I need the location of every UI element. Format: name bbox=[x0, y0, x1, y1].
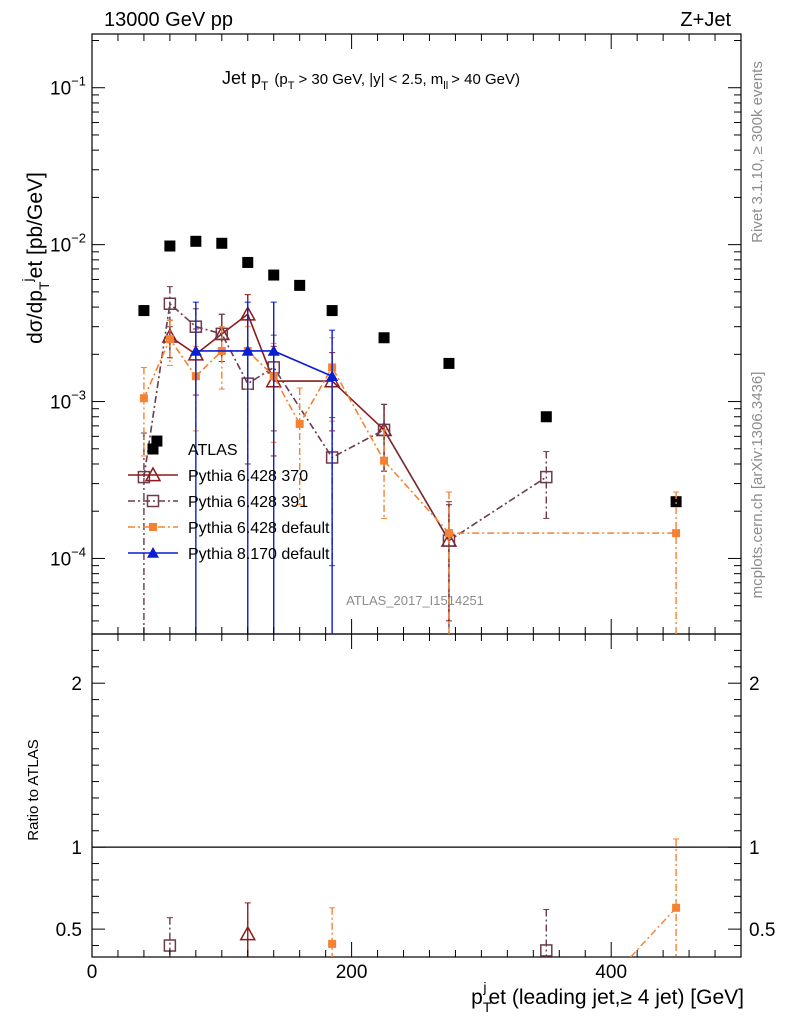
ratio-y-tick-label-right: 2 bbox=[749, 674, 760, 695]
title-cut2-sub: ll bbox=[443, 80, 448, 92]
atlas-point bbox=[242, 256, 254, 268]
plot-title: Jet pT (pT > 30 GeV, |y| < 2.5, mll > 40 Ge… bbox=[222, 68, 520, 93]
ylabel-sub: T bbox=[36, 281, 52, 290]
p8def-line bbox=[195, 350, 333, 377]
legend-p8def-label: Pythia 8.170 default bbox=[188, 546, 330, 563]
legend-p6def-marker bbox=[149, 523, 157, 531]
x-tick-label: 400 bbox=[595, 962, 627, 983]
ratio-series bbox=[163, 838, 681, 958]
atlas-point bbox=[190, 235, 202, 247]
y-tick-label-exp: −3 bbox=[71, 388, 86, 403]
p370-ratio-point bbox=[239, 925, 257, 941]
y-tick-label-exp: −1 bbox=[71, 74, 86, 89]
y-tick-label: 10−4 bbox=[50, 544, 86, 570]
y-tick-label: 10−1 bbox=[50, 74, 86, 100]
header-left: 13000 GeV pp bbox=[104, 9, 233, 31]
ratio-y-tick-label: 1 bbox=[71, 838, 82, 859]
y-tick-label-base: 10 bbox=[50, 393, 71, 414]
atlas-point bbox=[164, 240, 176, 252]
atlas-point bbox=[294, 279, 306, 291]
title-main-sub: T bbox=[261, 79, 269, 93]
p6def-point bbox=[295, 419, 304, 428]
legend-p8def-marker bbox=[147, 547, 159, 558]
p6def-point bbox=[139, 394, 148, 403]
x-tick-label: 0 bbox=[87, 962, 98, 983]
xlabel-rest: et (leading jet,≥ 4 jet) [GeV] bbox=[489, 986, 745, 1009]
p8def-point bbox=[326, 370, 339, 382]
xlabel-sup: j bbox=[482, 979, 486, 995]
y-tick-label-base: 10 bbox=[50, 236, 71, 257]
y-tick-label-exp: −4 bbox=[71, 544, 86, 559]
title-cut1: (p bbox=[274, 71, 287, 88]
p6def-line bbox=[143, 337, 677, 534]
p391-point bbox=[137, 470, 151, 484]
p8def-point bbox=[241, 344, 254, 356]
ratio-panel-frame bbox=[91, 633, 742, 958]
xlabel-p: p bbox=[471, 986, 483, 1009]
y-axis-label: dσ/dpTjet [pb/GeV] bbox=[19, 172, 52, 344]
legend-p6def-label: Pythia 6.428 default bbox=[188, 520, 330, 537]
x-axis-label: pTjet (leading jet,≥ 4 jet) [GeV] bbox=[471, 979, 744, 1015]
data-series bbox=[137, 235, 682, 634]
analysis-watermark: ATLAS_2017_I1514251 bbox=[346, 593, 484, 608]
y-tick-label: 10−2 bbox=[50, 231, 86, 257]
legend: ATLAS Pythia 6.428 370 Pythia 6.428 391 Pyt… bbox=[128, 442, 330, 563]
header-right: Z+Jet bbox=[680, 9, 731, 31]
ratio-y-tick-label: 2 bbox=[71, 674, 82, 695]
atlas-point bbox=[138, 305, 150, 317]
ratio-y-tick-label: 0.5 bbox=[56, 920, 82, 941]
y-tick-label-base: 10 bbox=[50, 79, 71, 100]
atlas-point bbox=[670, 496, 682, 508]
p6def-point bbox=[672, 529, 681, 538]
ylabel-b: et [pb/GeV] bbox=[24, 172, 47, 278]
axis-ticks: 10−410−310−210−10.5 0.51 12 20 200 400 bbox=[50, 34, 775, 983]
y-tick-label-exp: −2 bbox=[71, 231, 86, 246]
atlas-point bbox=[268, 269, 280, 281]
atlas-point bbox=[326, 305, 338, 317]
rivet-version-label: Rivet 3.1.10, ≥ 300k events bbox=[749, 61, 766, 243]
title-cut3: > 40 GeV) bbox=[451, 71, 520, 88]
ratio-y-tick-label-right: 1 bbox=[749, 838, 760, 859]
atlas-point bbox=[378, 332, 390, 344]
mcplots-reference-label: mcplots.cern.ch [arXiv:1306.3436] bbox=[749, 372, 766, 599]
p6def-point bbox=[380, 456, 389, 465]
atlas-point bbox=[151, 435, 163, 447]
legend-p370-label: Pythia 6.428 370 bbox=[188, 468, 308, 485]
legend-p391-marker bbox=[146, 494, 160, 508]
p6def-ratio-trail-line bbox=[630, 907, 677, 958]
atlas-point bbox=[540, 411, 552, 423]
xlabel-sub: T bbox=[483, 999, 492, 1015]
title-cut1-sub: T bbox=[288, 80, 295, 92]
ylabel-sup: j bbox=[19, 278, 35, 282]
x-tick-label: 200 bbox=[336, 962, 368, 983]
legend-p370-marker bbox=[144, 466, 162, 482]
p6def-point bbox=[165, 335, 174, 344]
legend-atlas-label: ATLAS bbox=[188, 442, 238, 459]
p8def-point bbox=[189, 344, 202, 356]
y-tick-label: 10−3 bbox=[50, 388, 86, 414]
atlas-point bbox=[216, 237, 228, 249]
axes-frame bbox=[91, 33, 742, 958]
p391-ratio-point bbox=[540, 944, 553, 957]
p391-point bbox=[540, 470, 553, 484]
ratio-y-tick-label-right: 0.5 bbox=[749, 920, 775, 941]
y-tick-label-base: 10 bbox=[50, 549, 71, 570]
p391-point bbox=[163, 297, 177, 311]
p6def-point bbox=[444, 529, 453, 538]
legend-p391-label: Pythia 6.428 391 bbox=[188, 494, 308, 511]
p8def-point bbox=[267, 344, 280, 356]
title-cut2: > 30 GeV, |y| < 2.5, m bbox=[298, 71, 443, 88]
atlas-point bbox=[443, 357, 455, 369]
p6def-ratio-point bbox=[328, 939, 337, 948]
ratio-y-axis-label: Ratio to ATLAS bbox=[25, 739, 42, 840]
legend-atlas-marker bbox=[147, 443, 159, 455]
title-main: Jet p bbox=[222, 68, 261, 88]
ylabel-a: dσ/dp bbox=[24, 290, 47, 344]
main-panel-frame bbox=[91, 33, 742, 635]
